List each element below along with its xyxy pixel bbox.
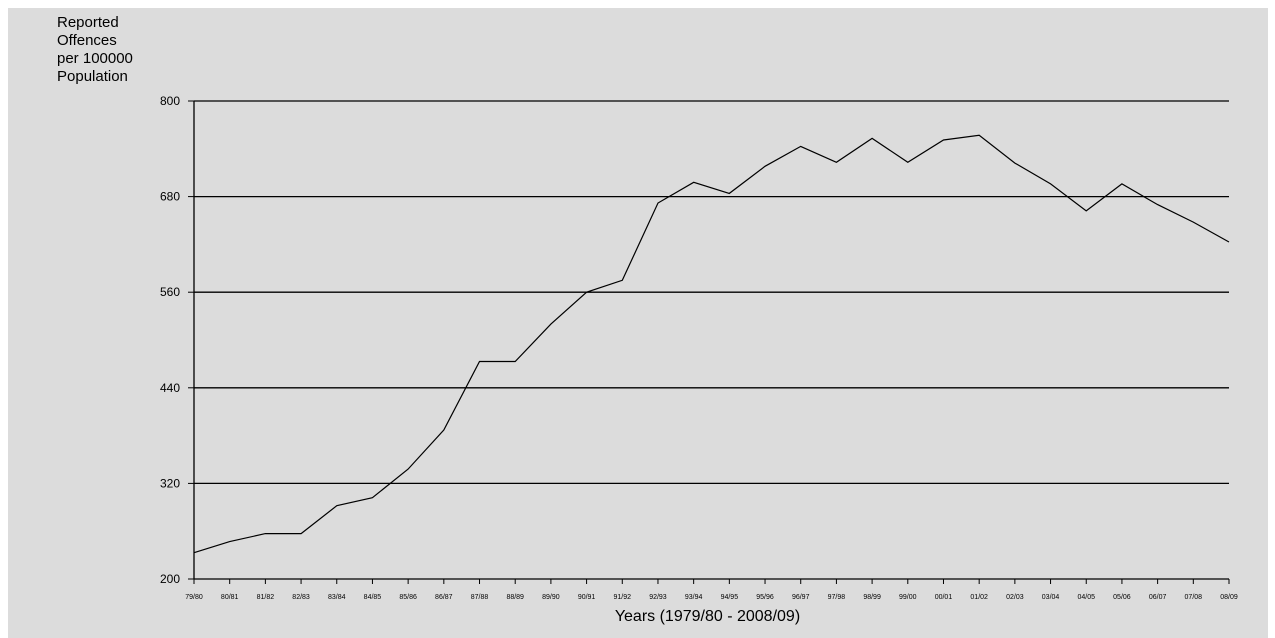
x-tick-label: 81/82 xyxy=(257,594,275,601)
x-tick-label: 86/87 xyxy=(435,594,453,601)
x-tick-label: 94/95 xyxy=(721,594,739,601)
x-tick-label: 98/99 xyxy=(863,594,881,601)
y-axis: 200 320 440 560 680 800 xyxy=(160,94,195,586)
x-tick-label: 89/90 xyxy=(542,594,560,601)
y-axis-label: Reported Offences per 100000 Population xyxy=(57,14,217,86)
y-axis-label-line-1: Offences xyxy=(57,32,117,49)
x-tick-label: 02/03 xyxy=(1006,594,1024,601)
y-axis-label-line-3: Population xyxy=(57,68,128,85)
x-tick-label: 84/85 xyxy=(364,594,382,601)
x-tick-label: 99/00 xyxy=(899,594,917,601)
x-tick-label: 97/98 xyxy=(828,594,846,601)
x-tick-label: 07/08 xyxy=(1185,594,1203,601)
x-tick-label: 93/94 xyxy=(685,594,703,601)
x-tick-label: 03/04 xyxy=(1042,594,1060,601)
x-axis: 79/80 80/81 81/82 82/83 83/84 84/85 85/86 86/87… xyxy=(185,578,1238,601)
x-tick-label: 90/91 xyxy=(578,594,596,601)
y-tick-label: 440 xyxy=(160,381,180,395)
y-tick-label: 800 xyxy=(160,94,180,108)
series-line-0 xyxy=(193,134,1230,554)
x-tick-label: 88/89 xyxy=(506,594,524,601)
x-tick-label: 91/92 xyxy=(614,594,632,601)
y-axis-label-line-2: per 100000 xyxy=(57,50,133,67)
x-tick-label: 04/05 xyxy=(1077,594,1095,601)
x-tick-label: 05/06 xyxy=(1113,594,1131,601)
gridlines xyxy=(194,100,1229,485)
x-tick-label: 06/07 xyxy=(1149,594,1167,601)
series-layer xyxy=(193,134,1230,554)
x-tick-label: 92/93 xyxy=(649,594,667,601)
x-axis-label: Years (1979/80 - 2008/09) xyxy=(614,608,801,625)
y-tick-label: 680 xyxy=(160,190,180,204)
x-tick-label: 01/02 xyxy=(970,594,988,601)
x-tick-label: 79/80 xyxy=(185,594,203,601)
x-tick-label: 80/81 xyxy=(221,594,239,601)
x-tick-label: 00/01 xyxy=(935,594,953,601)
y-tick-label: 320 xyxy=(160,476,180,490)
x-tick-label: 95/96 xyxy=(756,594,774,601)
y-tick-label: 200 xyxy=(160,572,180,586)
x-tick-label: 82/83 xyxy=(292,594,310,601)
x-tick-label: 83/84 xyxy=(328,594,346,601)
x-tick-label: 96/97 xyxy=(792,594,810,601)
x-tick-label: 85/86 xyxy=(399,594,417,601)
x-tick-label: 87/88 xyxy=(471,594,489,601)
x-tick-label: 08/09 xyxy=(1220,594,1238,601)
chart-background xyxy=(8,8,1268,638)
y-tick-label: 560 xyxy=(160,285,180,299)
y-axis-label-line-0: Reported xyxy=(57,14,119,31)
